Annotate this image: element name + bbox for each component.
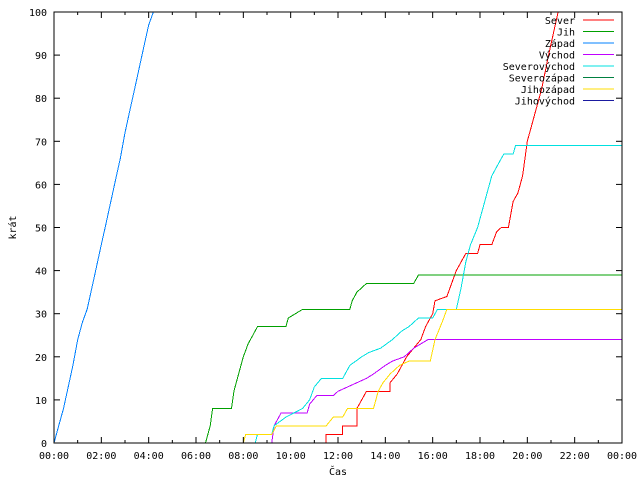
legend-label: Severovýchod xyxy=(503,61,575,73)
x-tick-label: 20:00 xyxy=(512,451,542,462)
x-tick-label: 00:00 xyxy=(39,451,69,462)
x-tick-label: 22:00 xyxy=(560,451,590,462)
x-tick-label: 12:00 xyxy=(323,451,353,462)
series-line-7 xyxy=(242,308,622,443)
y-tick-label: 60 xyxy=(35,180,47,191)
x-tick-label: 00:00 xyxy=(607,451,637,462)
x-tick-label: 16:00 xyxy=(418,451,448,462)
y-tick-label: 20 xyxy=(35,353,47,364)
y-tick-label: 80 xyxy=(35,94,47,105)
legend-label: Jihovýchod xyxy=(515,96,575,108)
x-tick-label: 14:00 xyxy=(370,451,400,462)
series-layer xyxy=(54,12,622,443)
legend-label: Západ xyxy=(545,38,575,50)
y-tick-label: 70 xyxy=(35,137,47,148)
legend-label: Severozápad xyxy=(509,73,575,85)
y-tick-label: 10 xyxy=(35,396,47,407)
x-tick-labels: 00:00 02:00 04:00 06:00 08:00 10:00 12:00 14:00… xyxy=(39,451,637,462)
x-tick-label: 08:00 xyxy=(228,451,258,462)
legend-label: Sever xyxy=(545,16,575,27)
legend-label: Jihozápad xyxy=(521,84,575,96)
x-tick-label: 04:00 xyxy=(134,451,164,462)
x-axis-label: Čas xyxy=(329,465,347,478)
series-line-3 xyxy=(54,12,154,443)
y-tick-label: 30 xyxy=(35,310,47,321)
plot-frame xyxy=(53,11,623,444)
y-tick-label: 50 xyxy=(35,224,47,235)
y-axis-label: krát xyxy=(7,215,19,239)
series-line-1 xyxy=(325,12,559,443)
y-tick-label: 90 xyxy=(35,51,47,62)
y-tick-label: 40 xyxy=(35,267,47,278)
x-tick-label: 06:00 xyxy=(181,451,211,462)
x-tick-label: 10:00 xyxy=(276,451,306,462)
y-tick-label: 0 xyxy=(41,439,47,450)
x-tick-label: 18:00 xyxy=(465,451,495,462)
x-tick-label: 02:00 xyxy=(86,451,116,462)
series-line-5 xyxy=(254,145,622,443)
y-tick-labels: 0 10 20 30 40 50 60 70 80 90 100 xyxy=(29,8,47,450)
y-tick-label: 100 xyxy=(29,8,47,19)
legend-label: Východ xyxy=(539,50,575,62)
legend-label: Jih xyxy=(557,28,575,39)
series-line-4 xyxy=(271,339,622,443)
series-line-2 xyxy=(205,274,622,443)
legend: SeverJihZápadVýchodSeverovýchodSeverozáp… xyxy=(503,16,614,108)
